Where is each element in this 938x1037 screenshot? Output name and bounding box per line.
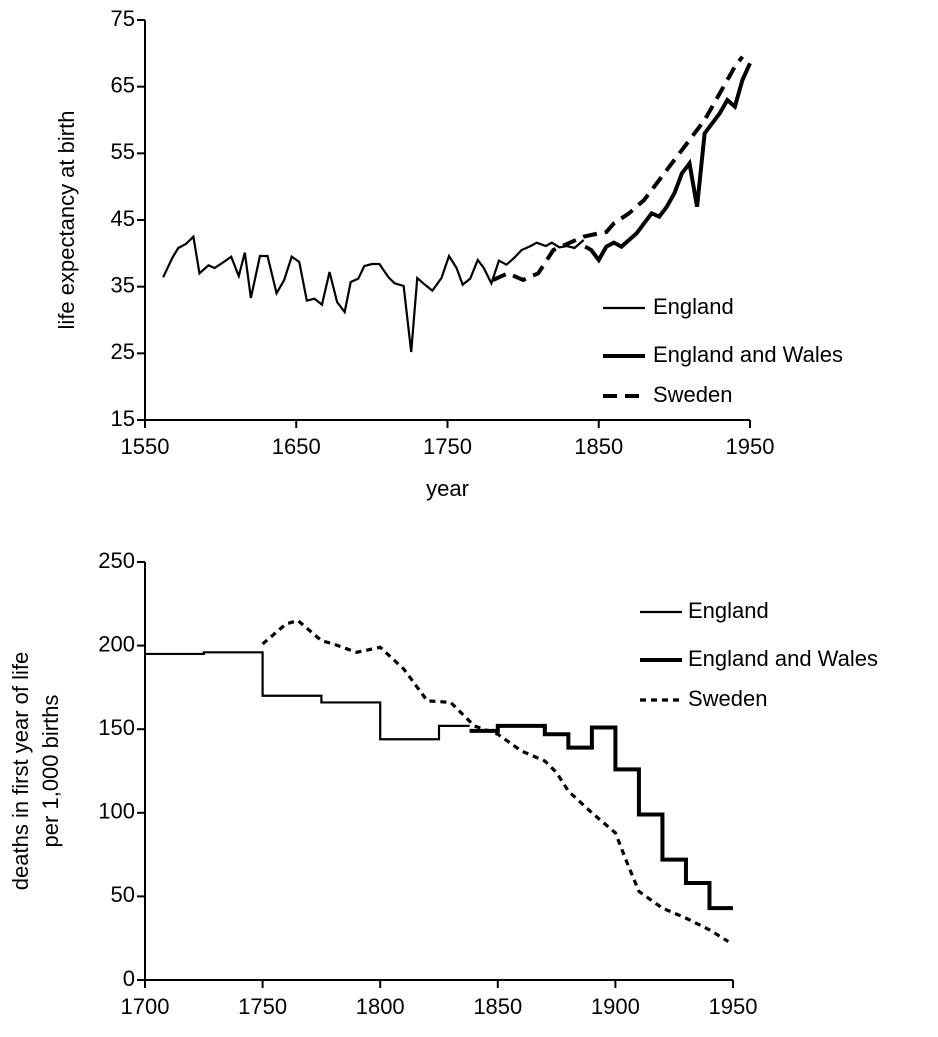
y-tick-label: 45 xyxy=(111,206,135,231)
legend-label: England xyxy=(688,598,769,623)
x-axis-label: year xyxy=(426,476,469,501)
legend-label: England and Wales xyxy=(653,342,843,367)
y-axis-label: life expectancy at birth xyxy=(54,111,79,330)
y-tick-label: 25 xyxy=(111,339,135,364)
legend-label: England xyxy=(653,294,734,319)
y-axis-label: per 1,000 births xyxy=(38,695,63,848)
y-tick-label: 35 xyxy=(111,272,135,297)
line-series xyxy=(584,62,752,264)
legend-label: England and Wales xyxy=(688,646,878,671)
x-tick-label: 1900 xyxy=(591,994,640,1019)
x-tick-label: 1700 xyxy=(121,994,170,1019)
y-tick-label: 200 xyxy=(98,631,135,656)
y-tick-label: 15 xyxy=(111,406,135,431)
x-tick-label: 1550 xyxy=(121,434,170,459)
y-axis-label: deaths in first year of life xyxy=(8,652,33,890)
x-tick-label: 1750 xyxy=(423,434,472,459)
y-tick-label: 100 xyxy=(98,799,135,824)
line-series xyxy=(492,55,745,283)
y-tick-label: 150 xyxy=(98,715,135,740)
x-tick-label: 1950 xyxy=(726,434,775,459)
y-tick-label: 50 xyxy=(111,882,135,907)
line-series xyxy=(162,234,585,353)
legend-label: Sweden xyxy=(688,686,768,711)
x-tick-label: 1850 xyxy=(473,994,522,1019)
line-series xyxy=(261,618,730,943)
line-series xyxy=(469,723,733,911)
x-tick-label: 1850 xyxy=(574,434,623,459)
line-series xyxy=(145,651,470,741)
x-tick-label: 1800 xyxy=(356,994,405,1019)
x-tick-label: 1950 xyxy=(709,994,758,1019)
legend-label: Sweden xyxy=(653,382,733,407)
y-tick-label: 65 xyxy=(111,72,135,97)
y-tick-label: 0 xyxy=(123,966,135,991)
x-tick-label: 1750 xyxy=(238,994,287,1019)
y-tick-label: 75 xyxy=(111,6,135,31)
x-axis-label: year xyxy=(418,1036,461,1037)
y-tick-label: 250 xyxy=(98,548,135,573)
x-tick-label: 1650 xyxy=(272,434,321,459)
y-tick-label: 55 xyxy=(111,139,135,164)
